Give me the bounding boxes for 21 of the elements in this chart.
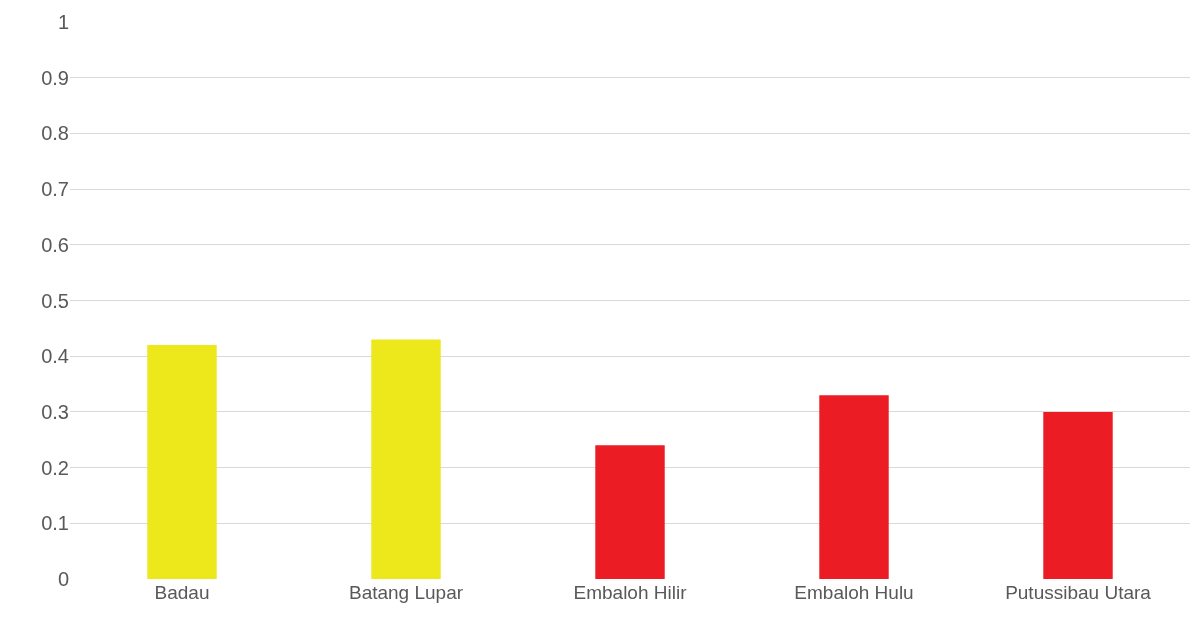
y-tick-label: 0.9	[41, 66, 69, 89]
bar	[147, 345, 217, 579]
y-tick-label: 0.7	[41, 178, 69, 201]
bar	[595, 445, 665, 579]
bar	[819, 395, 889, 579]
y-tick-label: 0	[57, 568, 69, 590]
y-tick-label: 0.8	[41, 122, 69, 145]
x-tick-label: Embaloh Hulu	[794, 582, 914, 603]
y-tick-label: 0.3	[41, 400, 69, 423]
x-tick-label: Embaloh Hilir	[573, 582, 688, 603]
y-tick-label: 0.2	[41, 456, 69, 479]
bar	[1043, 411, 1113, 579]
y-tick-label: 0.5	[41, 289, 69, 312]
y-tick-label: 0.4	[41, 345, 69, 368]
y-tick-label: 1	[57, 11, 69, 33]
x-tick-label: Putussibau Utara	[1005, 582, 1152, 603]
x-tick-label: Badau	[154, 582, 210, 603]
bar	[371, 339, 441, 579]
y-tick-label: 0.1	[41, 512, 69, 535]
y-tick-label: 0.6	[41, 233, 69, 256]
x-tick-label: Batang Lupar	[348, 582, 464, 603]
